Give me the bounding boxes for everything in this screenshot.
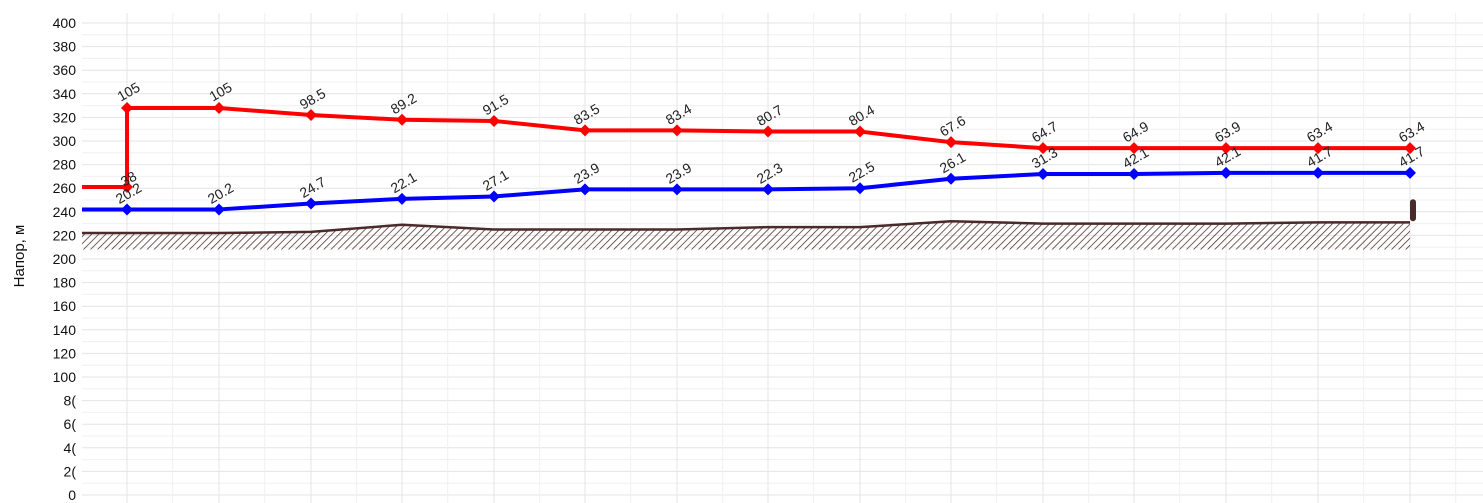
y-tick-label: 400 — [53, 15, 77, 31]
y-tick-label: 220 — [53, 227, 77, 243]
red-point — [488, 114, 500, 127]
y-axis-label: Напор, м — [11, 225, 28, 288]
red-point — [1312, 142, 1324, 155]
red-point — [1404, 142, 1416, 155]
red-point-label: 105 — [114, 79, 142, 105]
blue-point-label: 24.7 — [297, 173, 329, 201]
blue-point-label: 22.3 — [754, 159, 786, 187]
red-point-label: 67.6 — [937, 112, 969, 140]
y-tick-label: 160 — [53, 298, 77, 314]
blue-point-label: 27.1 — [480, 166, 512, 194]
y-tick-label: 320 — [53, 109, 77, 125]
blue-point — [305, 197, 317, 210]
y-tick-label: 200 — [53, 251, 77, 267]
red-point — [945, 136, 957, 149]
ground-line — [82, 219, 1410, 235]
y-tick-label: 4( — [64, 440, 77, 456]
y-tick-label: 240 — [53, 204, 77, 220]
blue-point — [1037, 168, 1049, 181]
red-point-label: 98.5 — [297, 85, 329, 113]
red-point — [579, 124, 591, 137]
red-series-line — [82, 105, 1410, 190]
red-point — [1037, 142, 1049, 155]
blue-point — [1312, 166, 1324, 179]
blue-point — [854, 182, 866, 195]
blue-point-label: 22.5 — [846, 158, 878, 186]
y-tick-label: 280 — [53, 157, 77, 173]
y-axis-ticks: 0 2( 4( 6( 8( 100 120 140 160 180 200 220 240 260 280 3… — [53, 15, 77, 503]
blue-point-label: 23.9 — [571, 159, 603, 187]
y-tick-label: 260 — [53, 180, 77, 196]
red-point — [121, 101, 133, 114]
blue-point — [1404, 166, 1416, 179]
red-point — [213, 101, 225, 114]
red-point-extra-label: 38 — [118, 168, 140, 190]
blue-point-label: 23.9 — [663, 159, 695, 187]
y-tick-label: 0 — [68, 487, 76, 503]
y-tick-label: 340 — [53, 86, 77, 102]
red-point — [1220, 142, 1232, 155]
blue-point — [579, 183, 591, 196]
blue-point-label: 22.1 — [388, 169, 420, 197]
red-point-extra — [121, 181, 133, 194]
blue-point — [396, 192, 408, 205]
blue-point — [1220, 166, 1232, 179]
y-tick-label: 2( — [64, 463, 77, 479]
blue-point — [671, 183, 683, 196]
blue-point — [213, 203, 225, 216]
blue-point — [945, 172, 957, 185]
blue-point-label: 20.2 — [205, 179, 237, 207]
y-tick-label: 300 — [53, 133, 77, 149]
y-tick-label: 140 — [53, 322, 77, 338]
red-point — [762, 125, 774, 138]
y-tick-label: 6( — [64, 416, 77, 432]
blue-point — [762, 183, 774, 196]
red-point — [396, 113, 408, 126]
blue-point — [121, 203, 133, 216]
blue-point — [488, 190, 500, 203]
red-point-label: 91.5 — [480, 91, 512, 119]
y-tick-label: 100 — [53, 369, 77, 385]
ground-area — [82, 221, 1410, 250]
red-point-label: 83.4 — [663, 100, 695, 128]
y-tick-label: 8( — [64, 393, 77, 409]
end-marker — [1410, 199, 1416, 222]
red-point-label: 105 — [206, 79, 234, 105]
red-point-label: 83.5 — [571, 100, 603, 128]
blue-series-line — [82, 170, 1410, 212]
red-point — [305, 109, 317, 122]
y-tick-label: 380 — [53, 39, 77, 55]
y-tick-label: 180 — [53, 275, 77, 291]
red-point — [854, 125, 866, 138]
series — [82, 101, 1416, 250]
red-point — [671, 124, 683, 137]
red-point — [1128, 142, 1140, 155]
y-tick-label: 360 — [53, 62, 77, 78]
y-tick-label: 120 — [53, 345, 77, 361]
blue-point — [1128, 168, 1140, 181]
grid — [82, 13, 1483, 503]
